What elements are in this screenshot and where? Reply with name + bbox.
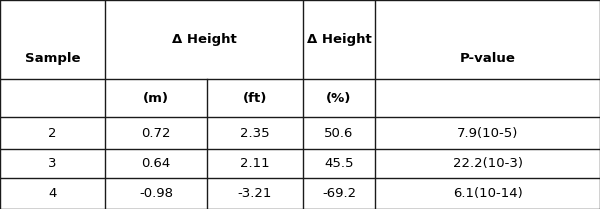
Text: -69.2: -69.2	[322, 187, 356, 200]
Text: 0.72: 0.72	[141, 127, 171, 140]
Text: 2.11: 2.11	[240, 157, 270, 170]
Text: 6.1(10-14): 6.1(10-14)	[452, 187, 523, 200]
Text: 3: 3	[48, 157, 57, 170]
Text: -0.98: -0.98	[139, 187, 173, 200]
Text: Δ Height: Δ Height	[307, 33, 371, 46]
Text: (m): (m)	[143, 92, 169, 105]
Text: 4: 4	[49, 187, 56, 200]
Text: 45.5: 45.5	[324, 157, 354, 170]
Text: (%): (%)	[326, 92, 352, 105]
Text: (ft): (ft)	[243, 92, 267, 105]
Text: 2.35: 2.35	[240, 127, 270, 140]
Text: Sample: Sample	[25, 52, 80, 65]
Text: 50.6: 50.6	[325, 127, 353, 140]
Text: P-value: P-value	[460, 52, 515, 65]
Text: 7.9(10-5): 7.9(10-5)	[457, 127, 518, 140]
Text: Δ Height: Δ Height	[172, 33, 236, 46]
Text: -3.21: -3.21	[238, 187, 272, 200]
Text: 0.64: 0.64	[142, 157, 170, 170]
Text: 2: 2	[48, 127, 57, 140]
Text: 22.2(10-3): 22.2(10-3)	[452, 157, 523, 170]
